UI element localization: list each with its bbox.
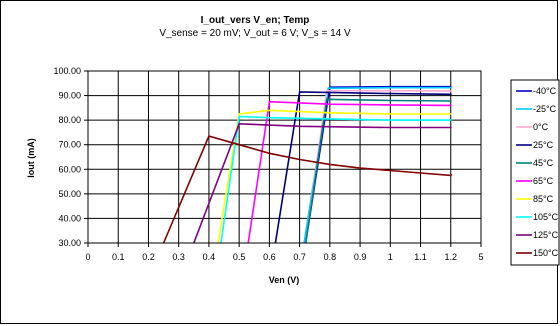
x-tick-label: 0.9 bbox=[354, 252, 367, 262]
legend-label: -25°C bbox=[533, 104, 557, 114]
legend-label: 125°C bbox=[533, 230, 559, 240]
tick-layer: 0 0.1 0.2 0.3 0.4 0.5 0.6 0.7 0.8 0.9 1 1.1 1.2 5 30.0… bbox=[53, 66, 483, 262]
x-tick-label: 0.2 bbox=[142, 252, 155, 262]
legend-label: 65°C bbox=[533, 176, 554, 186]
legend: -40°C -25°C 0°C 25°C 45°C 65°C 85°C 105°C 125°C 1… bbox=[516, 86, 559, 258]
legend-label: 45°C bbox=[533, 158, 554, 168]
y-axis-label: Iout (mA) bbox=[26, 138, 36, 178]
series-line-4 bbox=[304, 98, 452, 244]
x-tick-label: 0.6 bbox=[263, 252, 276, 262]
x-tick-label: 0.1 bbox=[112, 252, 125, 262]
x-tick-label: 0.3 bbox=[172, 252, 185, 262]
x-tick-label: 1 bbox=[388, 252, 393, 262]
series-line-8 bbox=[193, 122, 452, 244]
x-tick-label: 0 bbox=[85, 252, 90, 262]
y-tick-label: 50.00 bbox=[58, 189, 81, 199]
legend-label: -40°C bbox=[533, 86, 557, 96]
x-tick-label: 5 bbox=[478, 252, 483, 262]
legend-label: 150°C bbox=[533, 248, 559, 258]
x-tick-label: 1.2 bbox=[445, 252, 458, 262]
series-line-5 bbox=[247, 100, 452, 244]
y-tick-label: 40.00 bbox=[58, 213, 81, 223]
legend-label: 0°C bbox=[533, 122, 549, 132]
legend-label: 25°C bbox=[533, 140, 554, 150]
grid-layer bbox=[88, 71, 481, 243]
series-line-3 bbox=[274, 91, 452, 244]
chart-subtitle: V_sense = 20 mV; V_out = 6 V; V_s = 14 V bbox=[159, 28, 351, 39]
series-layer bbox=[162, 85, 453, 244]
x-tick-label: 0.7 bbox=[293, 252, 306, 262]
plot-border bbox=[87, 70, 482, 244]
y-tick-label: 30.00 bbox=[58, 238, 81, 248]
y-tick-label: 80.00 bbox=[58, 115, 81, 125]
x-tick-label: 1.1 bbox=[414, 252, 427, 262]
legend-label: 105°C bbox=[533, 212, 559, 222]
y-tick-label: 70.00 bbox=[58, 140, 81, 150]
chart-title: I_out_vers V_en; Temp bbox=[201, 15, 310, 26]
x-tick-label: 0.4 bbox=[203, 252, 216, 262]
legend-box bbox=[510, 79, 560, 266]
y-tick-label: 60.00 bbox=[58, 164, 81, 174]
y-tick-label: 90.00 bbox=[58, 91, 81, 101]
x-axis-label: Ven (V) bbox=[269, 275, 300, 285]
x-tick-label: 0.8 bbox=[324, 252, 337, 262]
series-line-7 bbox=[220, 115, 452, 244]
legend-label: 85°C bbox=[533, 194, 554, 204]
x-tick-label: 0.5 bbox=[233, 252, 246, 262]
series-line-9 bbox=[162, 135, 453, 244]
y-tick-label: 100.00 bbox=[53, 66, 81, 76]
